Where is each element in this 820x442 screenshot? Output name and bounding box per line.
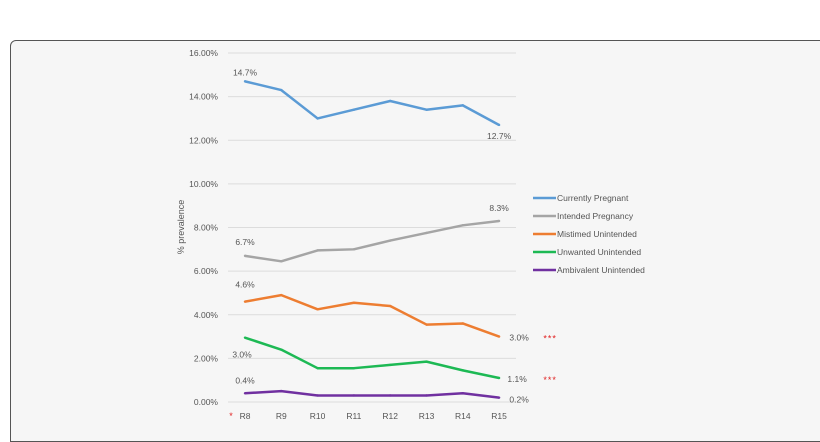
significance-marker: *** [543,375,557,385]
data-point [461,104,464,107]
legend-label: Mistimed Unintended [557,229,637,239]
y-tick-label: 4.00% [194,310,219,320]
data-point [389,394,392,397]
data-point [497,123,501,127]
data-label: 3.0% [509,333,529,343]
legend-label: Currently Pregnant [557,193,629,203]
x-tick-label: R13 [419,411,435,421]
data-point [497,335,501,338]
data-point [243,254,247,258]
data-point [316,394,319,397]
footnote-marker: * [229,411,233,421]
data-point [497,396,501,399]
data-point [425,394,428,397]
data-point [497,376,501,380]
data-label: 6.7% [235,237,255,247]
data-point [425,360,428,363]
data-point [316,117,319,120]
y-tick-label: 14.00% [189,92,218,102]
y-tick-label: 16.00% [189,48,218,58]
data-point [352,301,356,304]
x-tick-label: R10 [310,411,326,421]
data-point [280,88,283,92]
data-label: 0.4% [235,375,255,385]
data-point [280,348,283,351]
data-label: 0.2% [509,395,529,405]
data-point [280,260,283,263]
data-label: 4.6% [235,280,255,290]
y-axis-label: % prevalence [176,200,186,255]
data-point [243,300,247,303]
data-point [425,231,428,235]
series-line-1 [244,219,500,263]
series-line-4 [244,389,500,399]
x-tick-label: R9 [276,411,287,421]
data-point [316,366,319,370]
data-label: 8.3% [489,203,509,213]
data-point [280,389,283,393]
significance-marker: *** [543,334,557,344]
y-tick-label: 0.00% [194,397,219,407]
data-point [352,108,356,111]
y-tick-label: 6.00% [194,266,219,276]
x-tick-label: R11 [346,411,361,421]
data-point [461,392,464,395]
series-line-2 [244,293,500,338]
data-label: 14.7% [233,67,258,77]
data-point [389,99,392,103]
data-label: 12.7% [487,131,512,141]
x-tick-label: R8 [240,411,251,421]
legend-label: Ambivalent Unintended [557,265,645,275]
data-point [352,366,356,370]
data-point [389,239,392,242]
y-tick-label: 2.00% [194,353,219,363]
y-tick-label: 10.00% [189,179,218,189]
legend-label: Intended Pregnancy [557,211,634,221]
series-line-3 [244,336,500,380]
data-point [280,293,283,297]
data-point [461,322,464,325]
data-point [389,363,392,367]
data-point [461,224,464,227]
x-tick-label: R12 [382,411,398,421]
data-point [352,248,356,251]
data-point [316,249,319,252]
legend-label: Unwanted Unintended [557,247,641,257]
data-point [461,369,464,372]
data-point [352,394,356,397]
series-line-0 [244,80,500,127]
data-point [425,323,428,326]
data-point [425,108,428,111]
data-point [389,304,392,308]
x-tick-label: R15 [491,411,507,421]
data-point [243,80,247,83]
line-chart: 0.00% 2.00% 4.00% 6.00% 8.00% 10.00% 12.00% 14.… [176,48,645,421]
y-tick-label: 12.00% [189,135,218,145]
data-label: 1.1% [507,374,527,384]
data-label: 3.0% [232,350,252,360]
y-tick-label: 8.00% [194,223,219,233]
data-point [243,336,247,339]
data-point [243,392,247,395]
x-tick-label: R14 [455,411,471,421]
data-point [316,308,319,311]
data-point [497,219,501,223]
